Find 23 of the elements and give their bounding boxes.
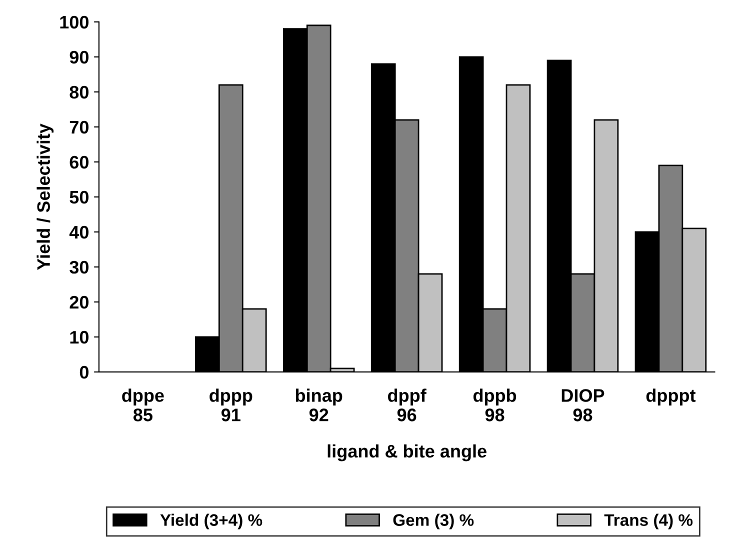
x-tick-label: dppb 98 [473, 388, 516, 422]
y-tick-label: 90 [70, 50, 88, 64]
y-tick-label: 50 [70, 190, 88, 204]
y-tick-label: 80 [70, 86, 88, 99]
x-tick-label: binap 92 [296, 388, 342, 422]
y-axis-title: Yield / Selectivity [36, 124, 54, 270]
x-tick-label: dppf 96 [388, 388, 426, 422]
y-tick-label: 20 [70, 296, 88, 309]
y-tick-label: 30 [70, 260, 88, 274]
y-tick-label: 100 [60, 16, 88, 29]
x-axis-title: ligand & bite angle [328, 444, 486, 462]
x-tick-label: DIOP 98 [562, 389, 604, 422]
legend-label: Trans (4) % [604, 514, 693, 530]
y-tick-label: 0 [80, 366, 88, 379]
x-tick-label: dppp 91 [210, 388, 252, 422]
x-tick-label: dpppt [646, 388, 696, 406]
y-tick-label: 70 [70, 120, 88, 134]
x-tick-label: dppe 85 [122, 388, 164, 422]
y-tick-label: 10 [70, 330, 88, 344]
y-tick-label: 60 [70, 156, 88, 169]
legend-label: Gem (3) % [393, 514, 474, 530]
legend-label: Yield (3+4) % [160, 514, 262, 530]
y-tick-label: 40 [69, 226, 88, 239]
